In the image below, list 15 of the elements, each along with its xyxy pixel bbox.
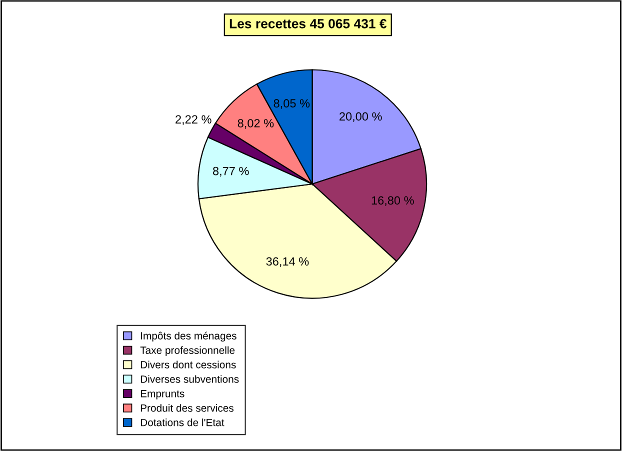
legend-label: Diverses subventions [140, 375, 239, 383]
data-label: 8,02 % [238, 119, 274, 129]
legend-label: Emprunts [140, 390, 184, 400]
data-label: 16,80 % [372, 196, 414, 206]
legend-label: Impôts des ménages [141, 332, 236, 342]
data-label: 2,22 % [176, 115, 212, 125]
legend-label: Dotations de l'Etat [140, 418, 224, 426]
data-label: 8,05 % [274, 99, 310, 109]
data-label: 8,77 % [212, 166, 249, 177]
data-label: 36,14 % [266, 257, 309, 268]
data-label: 20,00 % [340, 112, 382, 122]
legend-label: Taxe professionnelle [140, 346, 235, 356]
chart-title: Les recettes 45 065 431 € [230, 19, 387, 28]
legend-label: Divers dont cessions [140, 360, 236, 368]
legend-label: Produit des services [140, 404, 234, 412]
